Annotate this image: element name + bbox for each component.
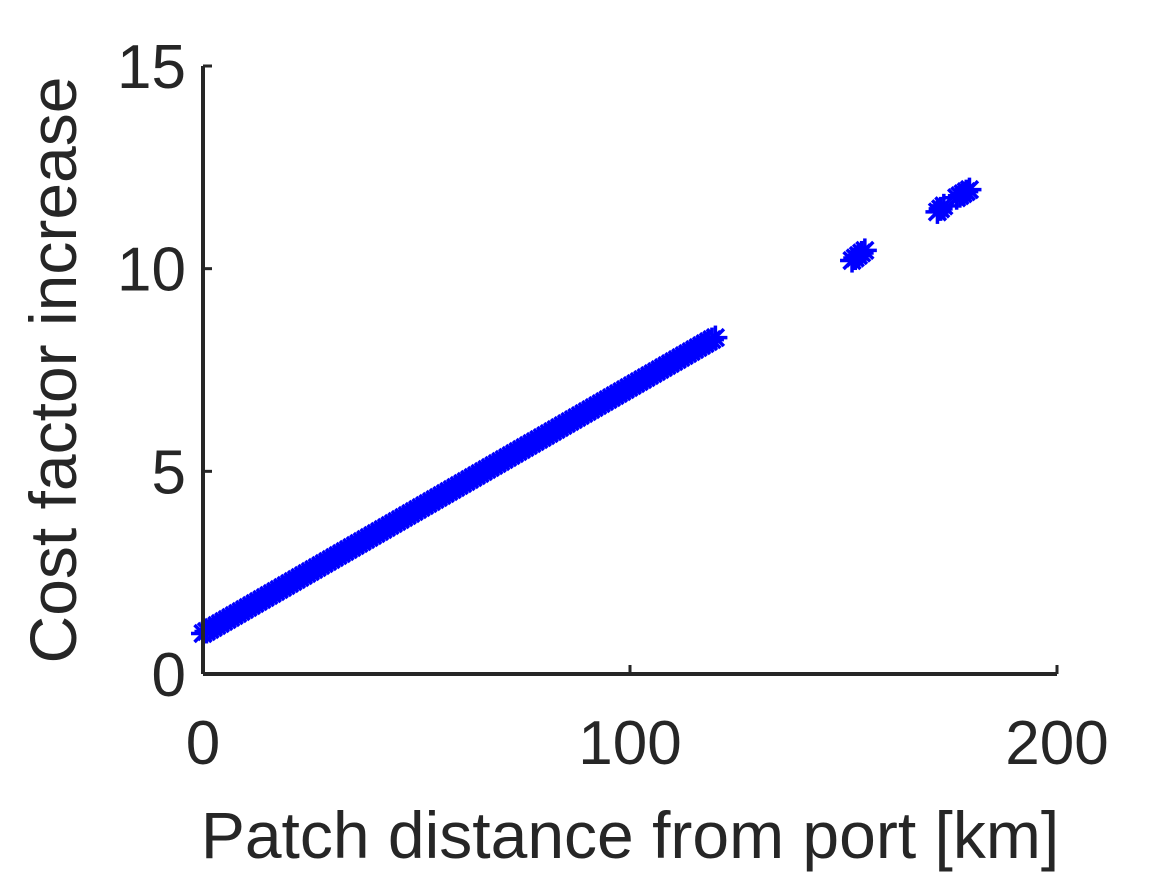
scatter-point <box>957 177 982 202</box>
x-tick-label: 200 <box>1005 709 1108 778</box>
y-tick-label: 15 <box>117 33 186 102</box>
x-axis-ticks: 0 100 200 <box>186 665 1109 778</box>
y-tick-label: 10 <box>117 236 186 305</box>
y-tick-label: 5 <box>152 438 186 507</box>
scatter-point <box>703 325 728 350</box>
y-axis-ticks: 0 5 10 15 <box>117 33 212 710</box>
x-tick-label: 100 <box>578 709 681 778</box>
x-tick-label: 0 <box>186 709 220 778</box>
y-tick-label: 0 <box>152 641 186 710</box>
y-axis-label: Cost factor increase <box>16 77 90 664</box>
scatter-point <box>852 238 877 263</box>
scatter-point <box>931 193 956 218</box>
data-markers <box>191 177 982 646</box>
x-axis-label: Patch distance from port [km] <box>201 798 1059 872</box>
